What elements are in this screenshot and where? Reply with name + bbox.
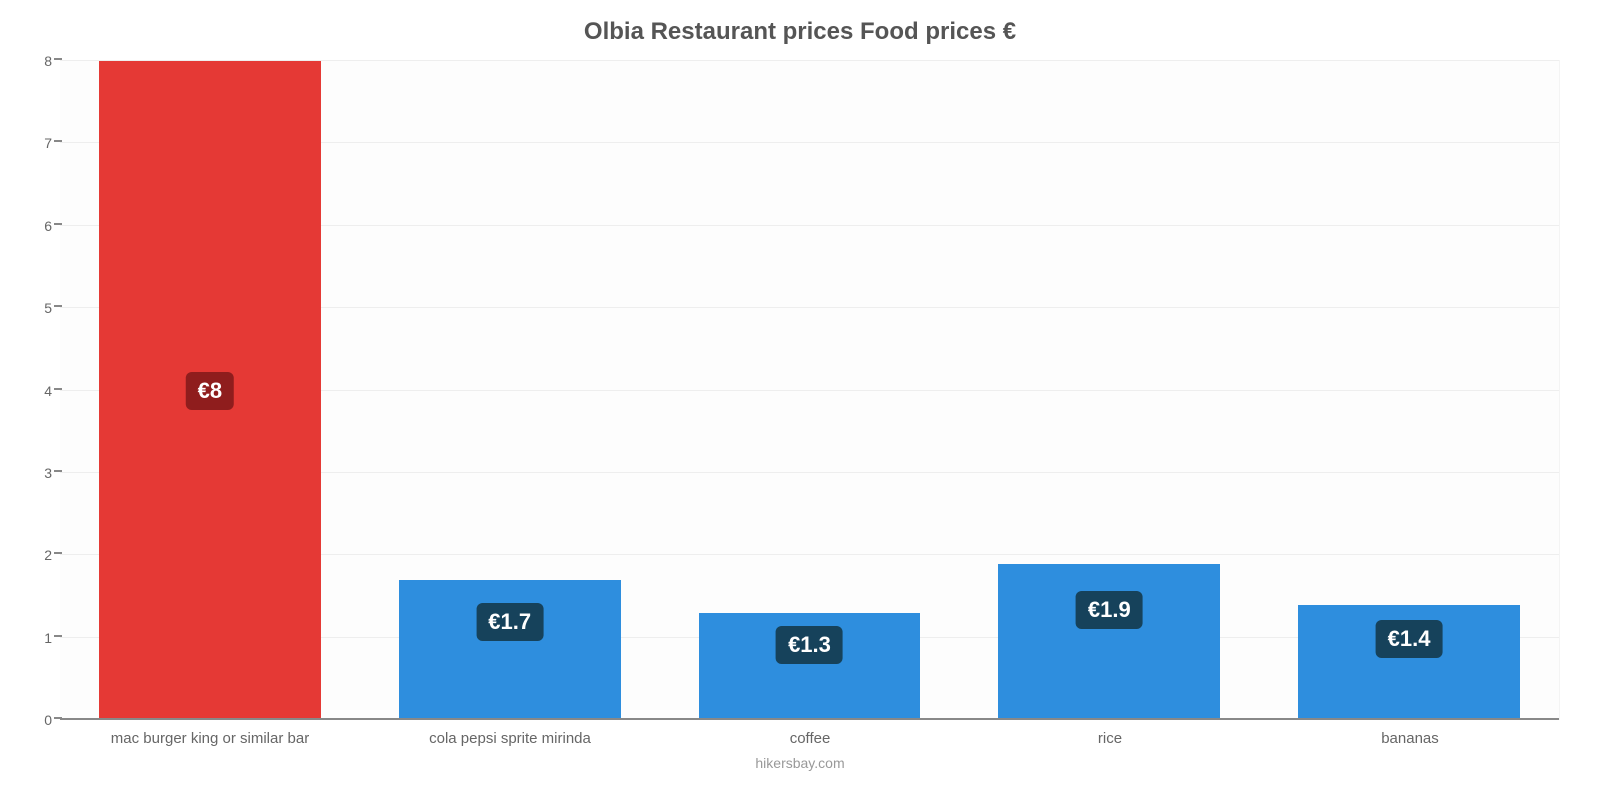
plot-area: 012345678 €8€1.7€1.3€1.9€1.4 bbox=[60, 60, 1560, 720]
y-tick-label: 4 bbox=[44, 383, 52, 399]
y-tick-label: 8 bbox=[44, 53, 52, 69]
bar-value-label: €1.4 bbox=[1376, 620, 1443, 658]
bar: €1.3 bbox=[699, 613, 921, 720]
y-tick-label: 5 bbox=[44, 300, 52, 316]
y-tick-mark bbox=[54, 58, 62, 60]
bar-value-label: €1.7 bbox=[476, 603, 543, 641]
bar: €8 bbox=[99, 61, 321, 720]
y-tick-label: 1 bbox=[44, 630, 52, 646]
chart-footer: hikersbay.com bbox=[30, 755, 1570, 771]
bar-slot: €1.4 bbox=[1259, 61, 1559, 720]
x-axis-label: mac burger king or similar bar bbox=[60, 730, 360, 747]
y-axis-ticks: 012345678 bbox=[30, 61, 58, 720]
bar-slot: €1.3 bbox=[660, 61, 960, 720]
bar: €1.4 bbox=[1298, 605, 1520, 720]
bar-value-label: €1.9 bbox=[1076, 591, 1143, 629]
bar-slot: €1.7 bbox=[360, 61, 660, 720]
x-axis-label: cola pepsi sprite mirinda bbox=[360, 730, 660, 747]
chart-title: Olbia Restaurant prices Food prices € bbox=[30, 18, 1570, 46]
x-axis-label: rice bbox=[960, 730, 1260, 747]
bar: €1.7 bbox=[399, 580, 621, 720]
y-tick-label: 6 bbox=[44, 218, 52, 234]
y-tick-label: 2 bbox=[44, 547, 52, 563]
bar-value-label: €8 bbox=[186, 372, 234, 410]
y-tick-label: 3 bbox=[44, 465, 52, 481]
bar-slot: €8 bbox=[60, 61, 360, 720]
bars-group: €8 €1.7 €1.3 €1.9 €1.4 bbox=[60, 61, 1559, 720]
x-axis-label: bananas bbox=[1260, 730, 1560, 747]
bar: €1.9 bbox=[998, 564, 1220, 721]
bar-slot: €1.9 bbox=[959, 61, 1259, 720]
x-axis-labels: mac burger king or similar barcola pepsi… bbox=[60, 730, 1560, 747]
bar-value-label: €1.3 bbox=[776, 626, 843, 664]
chart-container: Olbia Restaurant prices Food prices € 0 1… bbox=[0, 0, 1600, 800]
x-axis-baseline bbox=[60, 718, 1559, 720]
x-axis-label: coffee bbox=[660, 730, 960, 747]
y-tick-label: 0 bbox=[44, 712, 52, 728]
y-tick-label: 7 bbox=[44, 135, 52, 151]
